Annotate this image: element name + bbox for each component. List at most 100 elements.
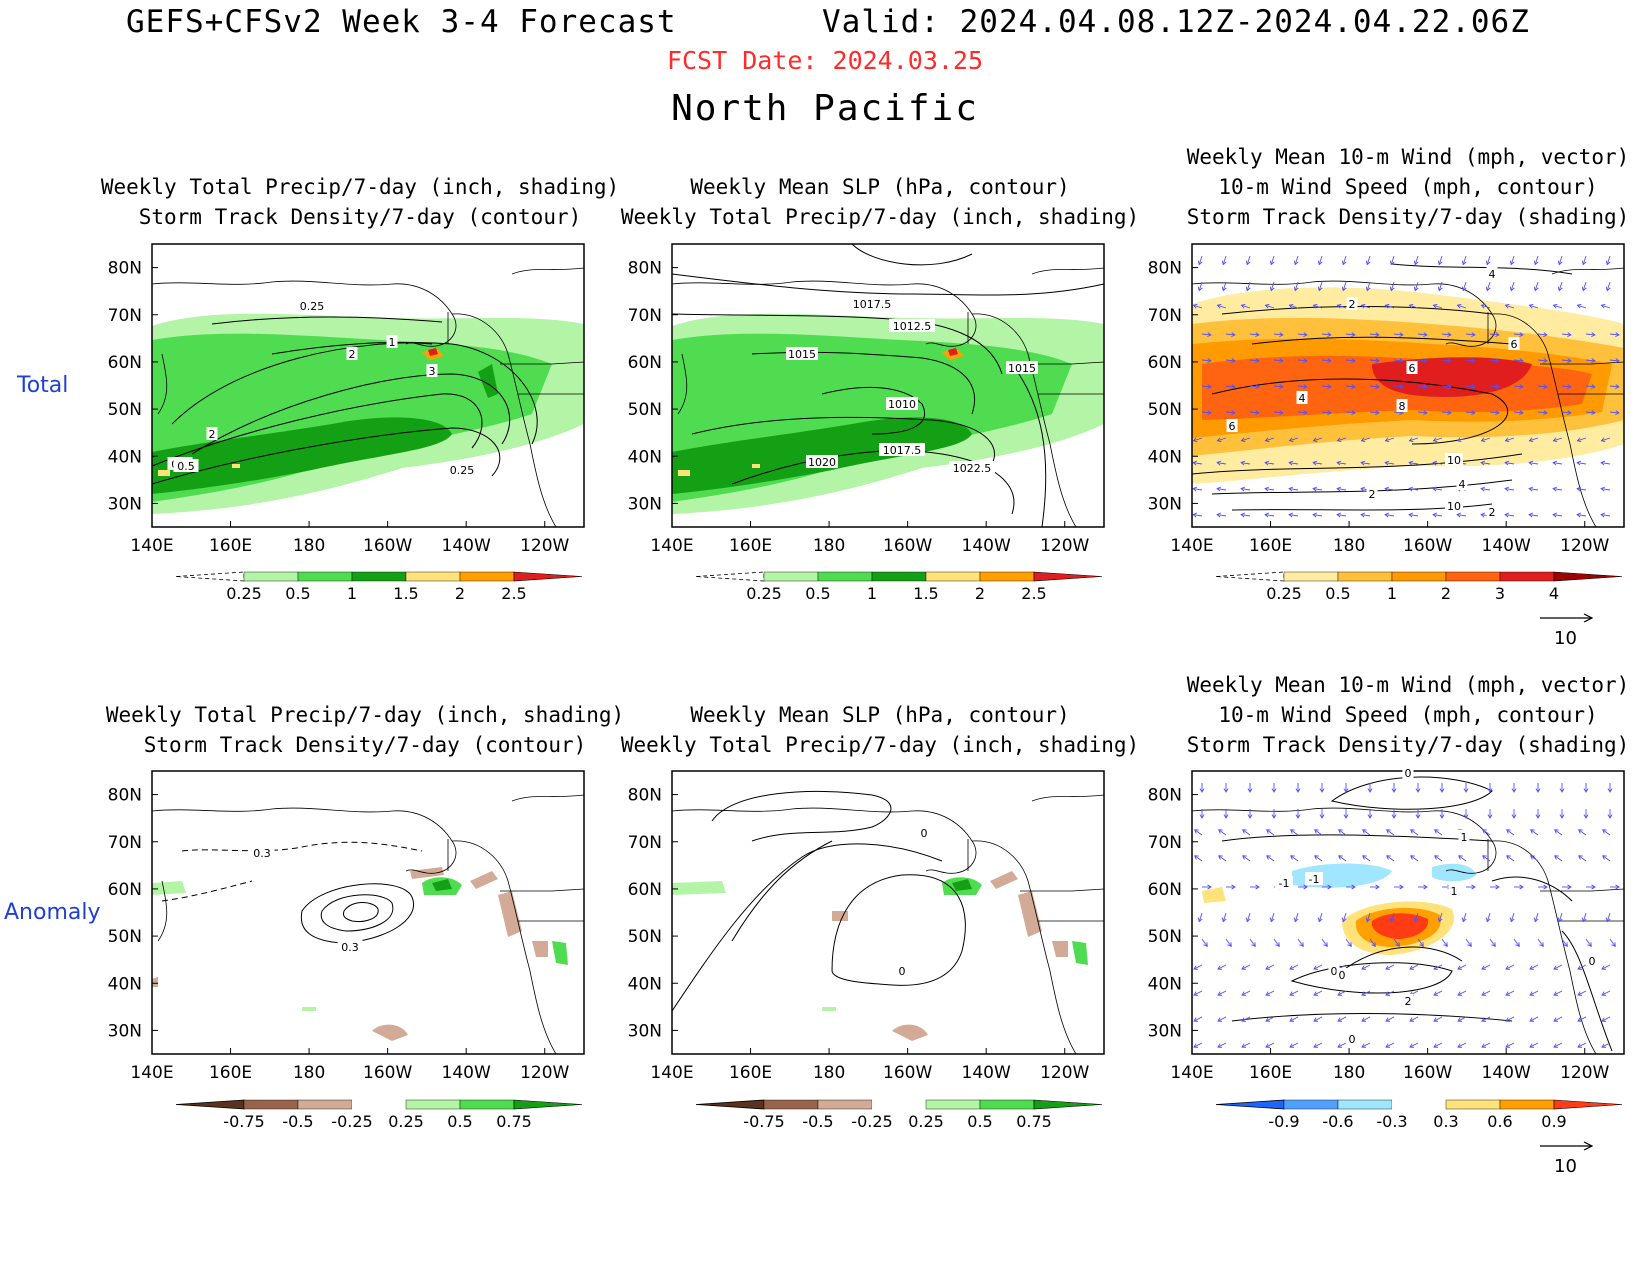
wind-vector-head <box>1336 437 1342 443</box>
wind-vector-head <box>1447 384 1452 390</box>
wind-vector <box>1225 333 1235 336</box>
wind-vector-head <box>1600 303 1606 309</box>
colorbar-swatch <box>405 1099 461 1110</box>
wind-vector-head <box>1199 788 1205 793</box>
wind-vector-head <box>1530 855 1535 860</box>
wind-vector <box>1321 359 1331 362</box>
wind-vector <box>1361 462 1371 465</box>
lon-tick-label: 160E <box>729 1063 772 1083</box>
panel-6-title-line-2: 10-m Wind Speed (mph, contour) <box>1218 703 1598 727</box>
lat-tick-label: 50N <box>1148 927 1182 947</box>
wind-vector-head <box>1552 486 1557 492</box>
wind-vector-head <box>1552 460 1557 466</box>
wind-vector-head <box>1289 1043 1295 1048</box>
lon-tick-label: 180 <box>293 1063 325 1083</box>
lon-tick-label: 140E <box>650 536 693 556</box>
wind-vector-head <box>1559 814 1565 819</box>
wind-vector <box>1265 990 1275 996</box>
wind-vector <box>1441 333 1451 336</box>
wind-vector-head <box>1602 855 1607 860</box>
wind-vector <box>1489 411 1499 414</box>
lon-tick-label: 140W <box>442 536 491 556</box>
wind-vector <box>1289 1042 1299 1048</box>
wind-vector <box>1362 829 1371 836</box>
wind-vector <box>1433 304 1443 309</box>
panel-1-title-line-2: Storm Track Density/7-day (contour) <box>138 205 582 229</box>
wind-vector <box>1553 462 1563 465</box>
wind-vector-head <box>1314 829 1319 834</box>
wind-vector-head <box>1434 829 1439 834</box>
wind-vector <box>1561 411 1571 414</box>
wind-vector-head <box>1519 358 1524 364</box>
lon-tick-label: 140E <box>1170 536 1213 556</box>
wind-vector <box>1361 964 1371 970</box>
lon-tick-label: 160W <box>883 536 932 556</box>
colorbar-swatch <box>817 571 873 582</box>
wind-vector <box>1601 1042 1611 1048</box>
wind-vector-head <box>1240 486 1245 492</box>
contour-labels: 0.3 0.3 <box>249 846 363 954</box>
wind-vector <box>1225 359 1235 362</box>
contour-label-bg <box>1445 453 1463 466</box>
wind-vector-head <box>1504 437 1510 443</box>
wind-vector-head <box>1351 884 1356 890</box>
wind-vector-head <box>1533 286 1539 292</box>
lat-tick-label: 60N <box>1148 880 1182 900</box>
wind-vector <box>1561 359 1571 362</box>
wind-vector <box>1337 514 1347 517</box>
wind-vector-head <box>1336 303 1342 309</box>
wind-vector-head <box>1314 855 1319 860</box>
wind-vector <box>1529 462 1539 465</box>
contour-label: 2 <box>1369 488 1376 501</box>
wind-vector <box>1602 829 1611 836</box>
wind-vector <box>1486 281 1491 291</box>
colorbar-swatch <box>817 1099 873 1110</box>
contour-label: 0 <box>921 827 928 840</box>
wind-vector <box>1265 964 1275 970</box>
wind-vector <box>1554 829 1563 836</box>
wind-vector-head <box>1461 286 1467 292</box>
lon-tick-label: 160E <box>209 536 252 556</box>
wind-vector-head <box>1245 917 1251 923</box>
wind-vector <box>1369 385 1379 388</box>
wind-vector-head <box>1554 855 1559 860</box>
wind-vector-head <box>1193 991 1199 996</box>
shading-layer <box>672 871 1088 1041</box>
wind-vector-head <box>1242 855 1247 860</box>
wind-vector-head <box>1543 884 1548 890</box>
colorbar-swatch <box>1499 1099 1555 1110</box>
wind-vector <box>1558 281 1563 291</box>
contour-label-bg <box>446 463 478 476</box>
wind-vector <box>1506 855 1515 862</box>
wind-vector <box>1482 829 1491 836</box>
shading-layer <box>152 313 584 514</box>
contour-label: 0.25 <box>450 464 475 477</box>
wind-vector-head <box>1605 917 1611 923</box>
contour-label: 2 <box>1405 995 1412 1008</box>
contour-layer <box>671 790 966 1012</box>
contour-label-bg <box>1402 766 1414 779</box>
axis-labels: 80N 70N 60N 50N 40N 30N 140E 160E 180 160W 140W 120… <box>108 786 570 1083</box>
wind-vector-head <box>1295 814 1301 819</box>
wind-vector-head <box>1327 384 1332 390</box>
colorbar-precip-total-1: 0.25 0.5 1 1.5 2 2.5 <box>175 571 583 603</box>
colorbar-label: 0.3 <box>1433 1112 1458 1131</box>
wind-vector <box>1217 1016 1227 1022</box>
wind-vector-head <box>1399 332 1404 338</box>
colorbar-swatch <box>1499 571 1555 582</box>
reference-vector-label: 10 <box>1554 628 1577 649</box>
wind-vector-head <box>1552 303 1558 309</box>
wind-vector <box>1290 855 1299 862</box>
wind-vector <box>1201 333 1211 336</box>
wind-vector <box>1225 938 1232 947</box>
wind-vector <box>1362 855 1371 862</box>
wind-vector <box>1417 333 1427 336</box>
contour-label-bg <box>386 335 398 348</box>
wind-vector-head <box>1485 286 1491 292</box>
lon-tick-label: 180 <box>293 536 325 556</box>
wind-vector <box>1313 990 1323 996</box>
wind-vector-head <box>1351 384 1356 390</box>
lat-tick-label: 50N <box>628 400 662 420</box>
wind-vector-head <box>1336 512 1341 518</box>
wind-vector <box>1433 437 1443 442</box>
